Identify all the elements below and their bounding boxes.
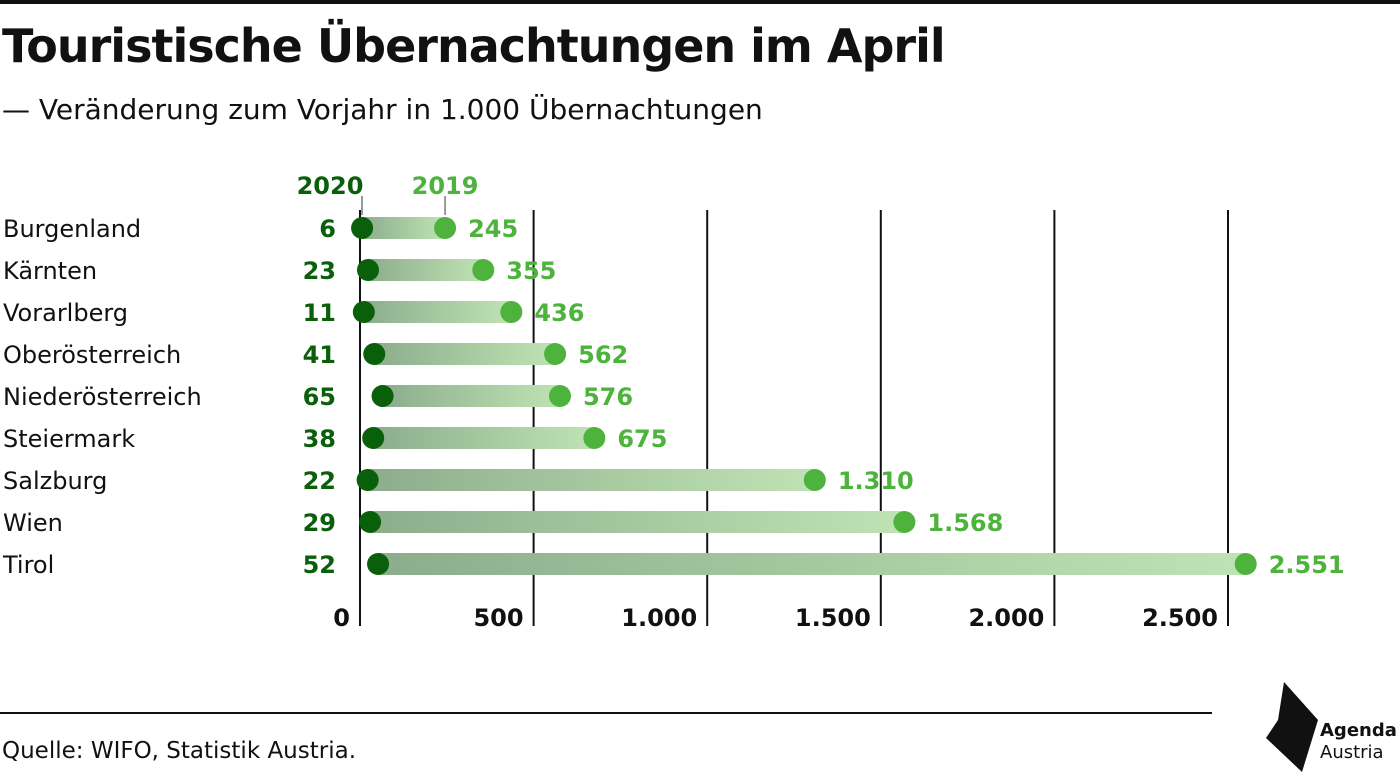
range-bar bbox=[373, 427, 595, 449]
logo-text-line1: Agenda bbox=[1320, 720, 1397, 741]
dot-2019 bbox=[500, 301, 523, 323]
x-tick-label: 2.000 bbox=[968, 604, 1044, 632]
dot-2020 bbox=[367, 553, 390, 575]
dot-2019 bbox=[583, 427, 606, 449]
value-label-2019: 245 bbox=[468, 215, 518, 243]
dot-2020 bbox=[352, 301, 375, 323]
value-label-2019: 576 bbox=[583, 383, 633, 411]
range-bar bbox=[367, 469, 815, 491]
category-label: Wien bbox=[3, 509, 63, 537]
dot-2020 bbox=[359, 511, 382, 533]
logo-shape-icon bbox=[1266, 682, 1318, 772]
category-label: Vorarlberg bbox=[3, 299, 128, 327]
value-label-2019: 436 bbox=[534, 299, 584, 327]
dot-2020 bbox=[356, 259, 379, 281]
dumbbell-chart: 2020 2019 Burgenland 6 245 Kärnten 23 355 Vorar… bbox=[2, 172, 1345, 632]
dot-2019 bbox=[1234, 553, 1257, 575]
row-oberösterreich: Oberösterreich 41 562 bbox=[3, 341, 628, 369]
value-label-2019: 562 bbox=[578, 341, 628, 369]
category-label: Burgenland bbox=[3, 215, 141, 243]
dot-2019 bbox=[544, 343, 567, 365]
top-rule bbox=[0, 0, 1400, 4]
value-label-2019: 355 bbox=[506, 257, 556, 285]
x-axis-ticks: 0 500 1.000 1.500 2.000 2.500 bbox=[333, 604, 1218, 632]
value-label-2019: 675 bbox=[617, 425, 667, 453]
value-label-2020: 11 bbox=[303, 299, 336, 327]
range-bar bbox=[382, 385, 560, 407]
range-bar bbox=[374, 343, 556, 365]
dot-2019 bbox=[434, 217, 457, 239]
range-bar bbox=[370, 511, 905, 533]
row-kärnten: Kärnten 23 355 bbox=[3, 257, 556, 285]
x-tick-label: 1.000 bbox=[621, 604, 697, 632]
legend: 2020 2019 bbox=[297, 172, 479, 215]
row-salzburg: Salzburg 22 1.310 bbox=[3, 467, 914, 495]
row-burgenland: Burgenland 6 245 bbox=[3, 215, 518, 243]
value-label-2020: 29 bbox=[303, 509, 336, 537]
value-label-2020: 65 bbox=[303, 383, 336, 411]
chart-title: Touristische Übernachtungen im April bbox=[2, 19, 946, 73]
row-vorarlberg: Vorarlberg 11 436 bbox=[3, 299, 584, 327]
category-label: Salzburg bbox=[3, 467, 107, 495]
logo-text-line2: Austria bbox=[1320, 742, 1384, 763]
value-label-2020: 6 bbox=[319, 215, 336, 243]
category-label: Niederösterreich bbox=[3, 383, 202, 411]
chart-rows: Burgenland 6 245 Kärnten 23 355 Vorarlberg 11 43… bbox=[2, 215, 1345, 579]
chart-subtitle: — Veränderung zum Vorjahr in 1.000 Übern… bbox=[2, 93, 763, 126]
row-wien: Wien 29 1.568 bbox=[3, 509, 1003, 537]
category-label: Tirol bbox=[2, 551, 54, 579]
dot-2019 bbox=[548, 385, 571, 407]
footer-rule bbox=[0, 712, 1212, 714]
x-tick-label: 500 bbox=[473, 604, 523, 632]
x-tick-label: 2.500 bbox=[1142, 604, 1218, 632]
value-label-2020: 22 bbox=[303, 467, 336, 495]
grid-lines bbox=[359, 210, 1229, 626]
dot-2020 bbox=[362, 427, 385, 449]
range-bar bbox=[362, 217, 446, 239]
agenda-austria-logo: Agenda Austria bbox=[1262, 680, 1398, 774]
dot-2020 bbox=[351, 217, 374, 239]
legend-2019-label: 2019 bbox=[412, 172, 479, 200]
value-label-2020: 41 bbox=[303, 341, 336, 369]
dot-2020 bbox=[363, 343, 386, 365]
dot-2019 bbox=[472, 259, 495, 281]
category-label: Kärnten bbox=[3, 257, 97, 285]
category-label: Oberösterreich bbox=[3, 341, 181, 369]
value-label-2020: 23 bbox=[303, 257, 336, 285]
value-label-2020: 52 bbox=[303, 551, 336, 579]
x-tick-label: 0 bbox=[333, 604, 350, 632]
category-label: Steiermark bbox=[3, 425, 135, 453]
value-label-2019: 1.310 bbox=[838, 467, 914, 495]
row-tirol: Tirol 52 2.551 bbox=[2, 551, 1345, 579]
x-tick-label: 1.500 bbox=[795, 604, 871, 632]
value-label-2019: 2.551 bbox=[1269, 551, 1345, 579]
row-steiermark: Steiermark 38 675 bbox=[3, 425, 667, 453]
range-bar bbox=[378, 553, 1246, 575]
value-label-2020: 38 bbox=[303, 425, 336, 453]
range-bar bbox=[367, 259, 484, 281]
legend-2020-label: 2020 bbox=[297, 172, 364, 200]
row-niederösterreich: Niederösterreich 65 576 bbox=[3, 383, 633, 411]
dot-2019 bbox=[893, 511, 916, 533]
dot-2020 bbox=[356, 469, 379, 491]
source-note: Quelle: WIFO, Statistik Austria. bbox=[2, 738, 357, 764]
value-label-2019: 1.568 bbox=[927, 509, 1003, 537]
dot-2020 bbox=[371, 385, 394, 407]
dot-2019 bbox=[803, 469, 826, 491]
range-bar bbox=[363, 301, 512, 323]
